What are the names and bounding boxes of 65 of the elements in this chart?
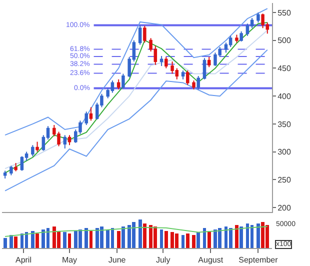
candlestick: [196, 76, 200, 90]
candlestick: [186, 70, 190, 86]
candlestick: [84, 111, 88, 126]
line-series: [4, 8, 268, 136]
candlestick: [240, 30, 243, 42]
candlestick: [68, 134, 72, 146]
candlestick: [89, 106, 93, 122]
candlestick: [14, 162, 18, 172]
candlestick: [207, 56, 211, 68]
candlestick: [143, 25, 146, 44]
bar: [207, 230, 211, 248]
bar: [63, 232, 67, 248]
bar: [142, 224, 146, 248]
candlestick: [36, 141, 39, 152]
y-tick-label: 400: [278, 92, 292, 101]
candlestick: [192, 80, 196, 90]
candlestick: [116, 78, 120, 90]
candlestick: [20, 156, 24, 172]
y-tick-label: 200: [278, 203, 292, 212]
bar: [196, 232, 200, 248]
candlestick: [164, 56, 168, 69]
candlestick: [202, 58, 206, 80]
bar: [106, 229, 110, 248]
candlestick: [31, 144, 34, 157]
y-tick-label: 300: [278, 148, 292, 157]
bar: [14, 236, 18, 248]
candlestick: [10, 165, 13, 176]
x-tick-label: August: [198, 256, 224, 265]
candlestick: [138, 24, 142, 46]
bar: [228, 228, 232, 248]
x-tick-label: April: [15, 256, 32, 265]
bar: [116, 230, 120, 248]
y-tick-label: 500: [278, 36, 292, 46]
x-tick-label: June: [108, 256, 126, 265]
x-tick-label: July: [156, 256, 170, 265]
candlestick: [160, 55, 164, 66]
bar: [30, 230, 34, 248]
bar: [138, 219, 142, 248]
bar: [186, 234, 190, 248]
candlestick: [256, 12, 260, 24]
candlestick: [122, 73, 125, 89]
bar: [42, 229, 46, 248]
candlestick: [3, 170, 7, 180]
bar: [84, 228, 88, 248]
bar: [192, 235, 196, 248]
bar: [235, 225, 238, 248]
bar: [128, 225, 132, 248]
bar: [122, 226, 125, 248]
bar: [164, 230, 168, 248]
y-tick-label: 450: [278, 64, 292, 74]
bar: [10, 235, 13, 248]
candlestick: [63, 134, 67, 149]
bar: [3, 238, 7, 248]
bar: [240, 226, 244, 248]
bar: [36, 234, 39, 248]
y-tick-label: 350: [278, 120, 292, 129]
y-tick-label: 550: [278, 8, 292, 18]
y-tick-label: 250: [278, 175, 292, 184]
x-tick-label: September: [238, 256, 278, 265]
candlestick: [235, 34, 238, 44]
bar: [181, 235, 185, 248]
x-tick-label: May: [62, 256, 78, 265]
candlestick: [181, 70, 185, 80]
bar: [256, 224, 260, 248]
bar: [68, 234, 72, 248]
